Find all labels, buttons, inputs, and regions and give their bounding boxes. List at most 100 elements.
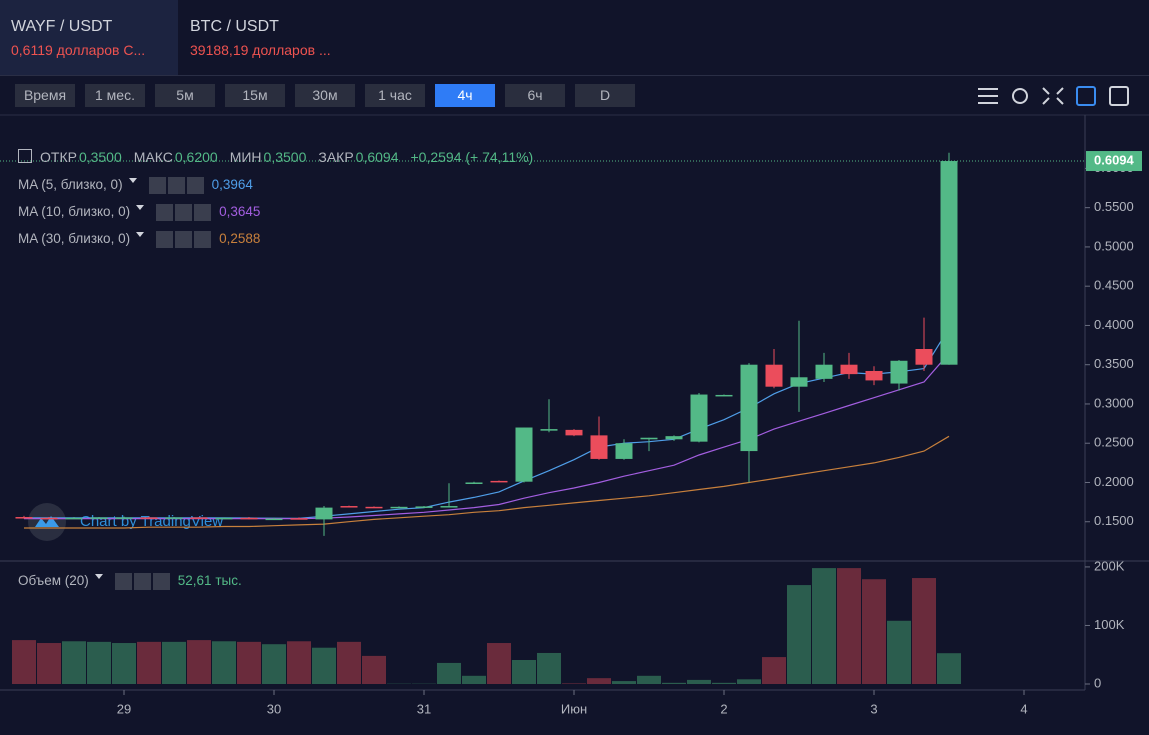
y-tick-label: 0.4500 <box>1094 278 1134 293</box>
last-price-label: 0.6094 <box>1094 152 1135 167</box>
volume-bar <box>637 675 661 684</box>
eye-icon[interactable] <box>114 573 132 590</box>
volume-name: Объем (20) <box>18 573 89 589</box>
volume-legend: Объем (20) 52,61 тыс. <box>18 573 242 590</box>
indicator-icon[interactable] <box>1012 88 1028 104</box>
volume-bar <box>187 640 211 684</box>
volume-tick-label: 100K <box>1094 617 1125 632</box>
volume-bar <box>787 585 811 684</box>
settings-icon[interactable] <box>175 204 193 221</box>
fullscreen-icon[interactable] <box>1042 87 1064 105</box>
volume-bar <box>262 644 286 684</box>
candle-body <box>540 429 558 431</box>
tab-pair: BTC / USDT <box>190 18 279 35</box>
candle-body <box>90 517 108 519</box>
y-tick-label: 0.4000 <box>1094 317 1134 332</box>
volume-bar <box>462 675 486 684</box>
candle-body <box>215 517 233 520</box>
candle-body <box>890 360 908 384</box>
volume-bar <box>62 641 86 684</box>
x-tick-label: 4 <box>1020 701 1027 716</box>
eye-icon[interactable] <box>148 177 166 194</box>
x-tick-label: 2 <box>720 701 727 716</box>
tab[interactable]: BTC / USDT 39188,19 долларов ... <box>179 0 357 75</box>
remove-icon[interactable] <box>194 204 212 221</box>
volume-bar <box>612 681 636 684</box>
volume-bar <box>737 679 761 684</box>
remove-icon[interactable] <box>152 573 170 590</box>
timeframe-button[interactable]: Время <box>15 84 75 107</box>
candle-body <box>865 370 883 381</box>
ma-legend: MA (30, близко, 0) 0,2588 <box>18 231 260 248</box>
candle-body <box>165 517 183 519</box>
settings-icon[interactable] <box>167 177 185 194</box>
volume-bar <box>512 660 536 684</box>
volume-bar <box>587 678 611 684</box>
x-tick-label: 31 <box>417 701 431 716</box>
remove-icon[interactable] <box>186 177 204 194</box>
ma-value: 0,3964 <box>211 177 253 193</box>
legend-label: ЗАКР <box>318 149 354 165</box>
timeframe-button[interactable]: D <box>575 84 635 107</box>
candle-body <box>115 517 133 519</box>
volume-bar <box>887 620 911 684</box>
candle-body <box>140 517 158 519</box>
y-tick-label: 0.3500 <box>1094 356 1134 371</box>
volume-bar <box>212 641 236 684</box>
timeframe-button[interactable]: 4ч <box>435 84 495 107</box>
volume-bar <box>12 640 36 684</box>
timeframe-button[interactable]: 30м <box>295 84 355 107</box>
remove-icon[interactable] <box>194 231 212 248</box>
dropdown[interactable] <box>128 178 137 187</box>
settings-icon[interactable] <box>133 573 151 590</box>
ma-name: MA (10, близко, 0) <box>18 204 131 220</box>
candle-body <box>490 480 508 483</box>
ma-line <box>24 435 950 529</box>
volume-bar <box>687 679 711 684</box>
candle-body <box>515 427 533 482</box>
tab-price: 0,6119 долларов С... <box>11 42 146 58</box>
candle-body <box>590 435 608 459</box>
y-tick-label: 0.3000 <box>1094 395 1134 410</box>
x-tick-label: 3 <box>870 701 877 716</box>
candle-body <box>765 364 783 387</box>
volume-bar <box>712 682 736 684</box>
collapse-icon[interactable] <box>18 149 32 163</box>
dropdown[interactable] <box>136 205 145 214</box>
timeframe-button[interactable]: 6ч <box>505 84 565 107</box>
volume-value: 52,61 тыс. <box>177 573 242 589</box>
ohlc-legend: ОТКР 0,3500 МАКС 0,6200 МИН 0,3500 ЗАКР 0,6094 +… <box>18 149 533 165</box>
legend-label: ОТКР <box>40 149 77 165</box>
y-tick-label: 0.5000 <box>1094 238 1134 253</box>
settings-icon[interactable] <box>978 88 998 104</box>
legend-label: МАКС <box>133 149 173 165</box>
dropdown[interactable] <box>94 574 103 583</box>
candle-body <box>240 517 258 520</box>
candle-body <box>815 364 833 379</box>
volume-bar <box>837 568 861 684</box>
volume-bar <box>287 641 311 684</box>
eye-icon[interactable] <box>156 231 174 248</box>
dropdown[interactable] <box>136 232 145 241</box>
eye-icon[interactable] <box>156 204 174 221</box>
settings-icon[interactable] <box>175 231 193 248</box>
volume-bar <box>112 643 136 684</box>
timeframe-button[interactable]: 1 час <box>365 84 425 107</box>
candle-body <box>440 506 458 508</box>
compare-icon[interactable] <box>1076 86 1096 106</box>
candle-body <box>15 517 33 519</box>
legend-value: 0,3500 <box>78 149 122 165</box>
x-tick-label: 30 <box>267 701 281 716</box>
legend-change: +0,2594 (+ 74,11%) <box>410 149 534 165</box>
layout-icon[interactable] <box>1109 86 1129 106</box>
volume-bar <box>762 657 786 684</box>
timeframe-button[interactable]: 15м <box>225 84 285 107</box>
ma-value: 0,3645 <box>219 204 261 220</box>
volume-bar <box>162 641 186 684</box>
timeframe-button[interactable]: 1 мес. <box>85 84 145 107</box>
candle-body <box>790 377 808 387</box>
timeframe-button[interactable]: 5м <box>155 84 215 107</box>
tab[interactable]: WAYF / USDT 0,6119 долларов С... <box>0 0 178 75</box>
ma-value: 0,2588 <box>219 231 261 247</box>
